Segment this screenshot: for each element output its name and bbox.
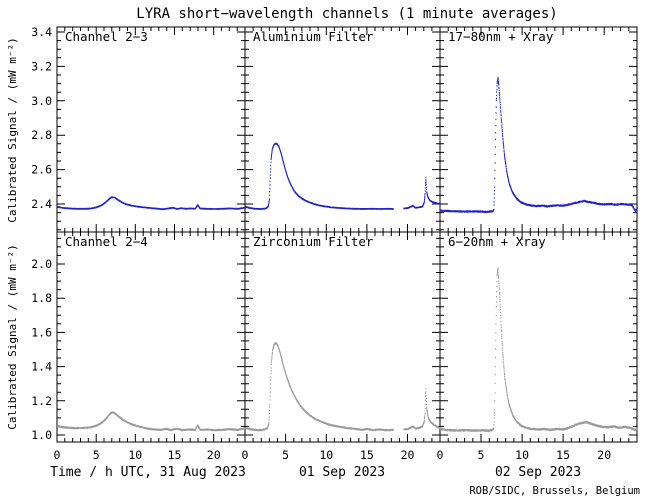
x-tick-label: 0 (242, 448, 249, 462)
y-tick-label: 2.4 (31, 197, 52, 211)
x-tick-label: 10 (128, 448, 142, 462)
y-axis-label-bottom: Calibrated Signal / (mW m⁻²) (6, 244, 19, 429)
x-tick-label: 10 (319, 448, 333, 462)
y-tick-label: 2.6 (31, 163, 52, 177)
y-tick-label: 2.0 (31, 257, 52, 271)
y-tick-label: 1.4 (31, 360, 52, 374)
y-tick-label: 2.8 (31, 128, 52, 142)
panel-label-17-80nm-xray: 17−80nm + Xray (448, 29, 554, 44)
x-tick-label: 10 (515, 448, 529, 462)
x-tick-label: 15 (360, 448, 374, 462)
x-tick-label: 15 (168, 448, 182, 462)
y-tick-label: 1.8 (31, 291, 52, 305)
x-axis-date-label-01-sep: 01 Sep 2023 (299, 465, 385, 480)
x-tick-label: 15 (556, 448, 570, 462)
series-6-20nm-xray (440, 267, 638, 432)
series-channel-2-3 (57, 196, 246, 211)
x-tick-label: 5 (282, 448, 289, 462)
y-tick-label: 3.2 (31, 59, 52, 73)
x-axis-date-label-02-sep: 02 Sep 2023 (495, 465, 581, 480)
x-tick-label: 0 (437, 448, 444, 462)
panel-label-aluminium-filter: Aluminium Filter (253, 29, 374, 44)
series-channel-2-4 (57, 411, 246, 432)
x-tick-label: 5 (478, 448, 485, 462)
credit-footer: ROB/SIDC, Brussels, Belgium (469, 485, 640, 497)
series-aluminium-filter (245, 142, 441, 210)
x-tick-label: 20 (401, 448, 415, 462)
panel-label-zirconium-filter: Zirconium Filter (253, 234, 374, 249)
x-tick-label: 20 (207, 448, 221, 462)
x-tick-label: 5 (93, 448, 100, 462)
x-tick-label: 0 (54, 448, 61, 462)
y-tick-label: 1.0 (31, 428, 52, 442)
axis-ticks (56, 27, 638, 442)
chart-title: LYRA short−wavelength channels (1 minute… (136, 6, 557, 22)
x-axis-date-label-31-aug: Time / h UTC, 31 Aug 2023 (50, 465, 246, 480)
y-tick-label: 3.0 (31, 94, 52, 108)
series-zirconium-filter (245, 342, 441, 432)
y-tick-label: 1.2 (31, 394, 52, 408)
x-tick-label: 20 (597, 448, 611, 462)
y-tick-label: 1.6 (31, 325, 52, 339)
panel-label-channel-2-3: Channel 2−3 (65, 29, 148, 44)
panel-label-6-20nm-xray: 6−20nm + Xray (448, 234, 546, 249)
series-17-80nm-xray (440, 76, 638, 214)
y-tick-label: 3.4 (31, 25, 52, 39)
y-axis-label-top: Calibrated Signal / (mW m⁻²) (6, 37, 19, 222)
panel-label-channel-2-4: Channel 2−4 (65, 234, 148, 249)
